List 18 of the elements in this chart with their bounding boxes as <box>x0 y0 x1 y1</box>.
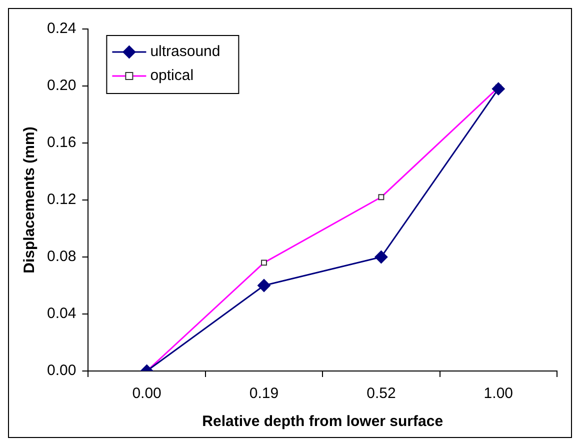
point <box>492 82 505 96</box>
x-tick-label: 0.19 <box>249 385 279 402</box>
y-tick-label: 0.24 <box>46 20 76 38</box>
y-tick-label: 0.00 <box>46 362 76 380</box>
y-tick-label: 0.08 <box>46 248 76 266</box>
y-tick-label: 0.20 <box>46 77 76 94</box>
point <box>374 250 388 264</box>
y-axis-title: Displacements (mm) <box>21 126 38 274</box>
point <box>257 279 270 292</box>
legend-label: optical <box>150 67 194 84</box>
x-tick-label: 1.00 <box>484 385 513 402</box>
x-axis-title: Relative depth from lower surface <box>202 413 444 430</box>
y-tick-label: 0.16 <box>46 134 76 152</box>
x-tick-label: 0.00 <box>132 385 162 402</box>
x-tick-label: 0.52 <box>366 385 396 402</box>
y-tick-label: 0.04 <box>46 305 76 322</box>
legend-label: ultrasound <box>150 43 220 60</box>
y-tick-label: 0.12 <box>46 191 76 208</box>
